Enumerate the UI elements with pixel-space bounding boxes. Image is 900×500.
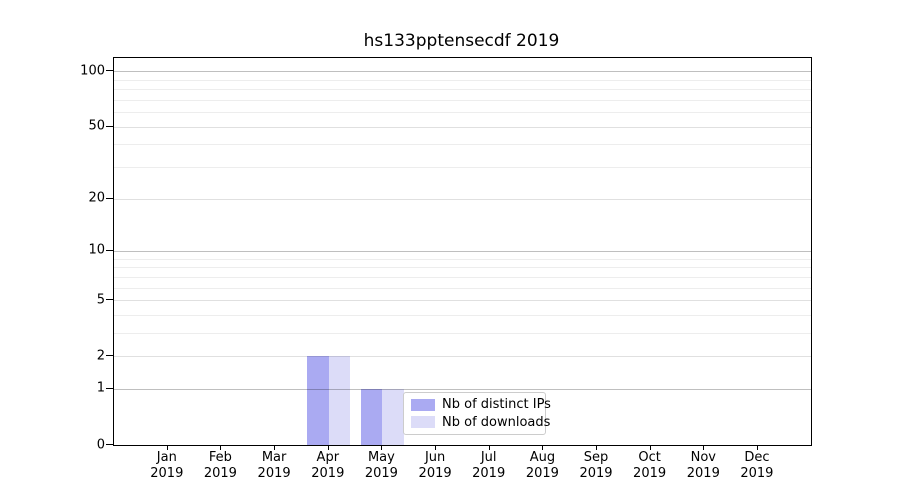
x-tick-mark-aug bbox=[542, 445, 544, 450]
gridline-minor bbox=[114, 276, 811, 278]
y-tick-mark-0 bbox=[106, 444, 113, 445]
gridline-major bbox=[114, 388, 811, 390]
x-tick-label-sep: Sep 2019 bbox=[561, 450, 631, 482]
y-tick-label-100: 100 bbox=[80, 63, 105, 79]
y-tick-label-20: 20 bbox=[88, 190, 105, 206]
bar-downloads-may bbox=[382, 388, 404, 445]
y-tick-label-10: 10 bbox=[88, 242, 105, 258]
y-tick-mark-50 bbox=[106, 125, 113, 127]
legend-label-distinct-ips: Nb of distinct IPs bbox=[442, 397, 551, 413]
x-tick-year-may: 2019 bbox=[364, 466, 398, 481]
x-tick-label-jul: Jul 2019 bbox=[454, 450, 524, 482]
x-tick-mark-apr bbox=[327, 445, 329, 450]
x-tick-mark-may bbox=[381, 445, 383, 450]
x-tick-mark-jan bbox=[166, 445, 168, 450]
x-tick-label-apr: Apr 2019 bbox=[293, 450, 363, 482]
gridline-labeled bbox=[114, 356, 811, 358]
gridline-minor bbox=[114, 267, 811, 269]
legend-label-downloads: Nb of downloads bbox=[442, 414, 551, 430]
gridline-minor bbox=[114, 112, 811, 114]
legend: Nb of distinct IPs Nb of downloads bbox=[403, 392, 551, 435]
x-tick-mark-jul bbox=[488, 445, 490, 450]
x-tick-label-nov: Nov 2019 bbox=[668, 450, 738, 482]
x-tick-year-jan: 2019 bbox=[150, 466, 184, 481]
x-tick-year-dec: 2019 bbox=[740, 466, 774, 481]
legend-swatch-distinct-ips bbox=[411, 398, 435, 411]
x-tick-year-sep: 2019 bbox=[579, 466, 613, 481]
x-tick-mark-sep bbox=[596, 445, 597, 450]
x-tick-label-may: May 2019 bbox=[346, 450, 416, 482]
x-tick-label-mar: Mar 2019 bbox=[239, 450, 309, 482]
x-tick-year-jun: 2019 bbox=[418, 466, 452, 481]
x-tick-mark-feb bbox=[220, 445, 222, 450]
x-tick-mark-jun bbox=[435, 445, 437, 450]
plot-area: Nb of distinct IPs Nb of downloads bbox=[113, 57, 812, 446]
y-tick-mark-2 bbox=[106, 355, 113, 357]
x-tick-label-feb: Feb 2019 bbox=[185, 450, 255, 482]
x-tick-mark-mar bbox=[274, 445, 276, 450]
y-tick-mark-10 bbox=[106, 249, 113, 251]
chart-title: hs133pptensecdf 2019 bbox=[363, 31, 560, 51]
gridline-minor bbox=[114, 79, 811, 81]
x-tick-mark-dec bbox=[756, 445, 758, 450]
y-tick-label-50: 50 bbox=[88, 118, 105, 134]
gridline-major bbox=[114, 250, 811, 252]
gridline-major bbox=[114, 71, 811, 73]
gridline-minor bbox=[114, 314, 811, 316]
bar-distinct-ips-may bbox=[361, 388, 383, 445]
x-tick-year-oct: 2019 bbox=[633, 466, 667, 481]
x-tick-label-jun: Jun 2019 bbox=[400, 450, 470, 482]
gridline-minor bbox=[114, 287, 811, 289]
y-tick-label-2: 2 bbox=[96, 348, 105, 364]
x-tick-year-aug: 2019 bbox=[525, 466, 559, 481]
x-tick-year-feb: 2019 bbox=[203, 466, 237, 481]
gridline-minor bbox=[114, 144, 811, 146]
x-tick-year-apr: 2019 bbox=[311, 466, 345, 481]
gridline-labeled bbox=[114, 300, 811, 301]
legend-item-distinct-ips: Nb of distinct IPs bbox=[411, 397, 551, 412]
gridline-minor bbox=[114, 258, 811, 260]
y-tick-label-5: 5 bbox=[96, 292, 105, 307]
legend-swatch-downloads bbox=[411, 416, 435, 429]
x-tick-label-aug: Aug 2019 bbox=[507, 450, 577, 482]
gridline-minor bbox=[114, 99, 811, 101]
y-tick-mark-20 bbox=[106, 197, 113, 199]
x-tick-year-jul: 2019 bbox=[472, 466, 506, 481]
x-tick-label-jan: Jan 2019 bbox=[132, 450, 202, 482]
gridline-minor bbox=[114, 332, 811, 334]
bar-downloads-apr bbox=[328, 356, 351, 445]
y-tick-mark-100 bbox=[106, 70, 113, 72]
gridline-minor bbox=[114, 89, 811, 91]
x-tick-year-mar: 2019 bbox=[257, 466, 291, 481]
y-tick-mark-5 bbox=[106, 299, 113, 300]
x-tick-label-dec: Dec 2019 bbox=[722, 450, 792, 482]
gridline-labeled bbox=[114, 126, 811, 128]
y-tick-label-1: 1 bbox=[96, 380, 105, 396]
y-tick-label-0: 0 bbox=[96, 437, 105, 452]
x-tick-year-nov: 2019 bbox=[686, 466, 720, 481]
legend-item-downloads: Nb of downloads bbox=[411, 415, 550, 430]
bar-distinct-ips-apr bbox=[307, 356, 329, 445]
x-tick-label-oct: Oct 2019 bbox=[615, 450, 685, 482]
gridline-labeled bbox=[114, 198, 811, 200]
y-tick-mark-1 bbox=[106, 387, 113, 389]
x-tick-mark-nov bbox=[703, 445, 705, 450]
x-tick-mark-oct bbox=[649, 445, 651, 450]
gridline-minor bbox=[114, 167, 811, 168]
